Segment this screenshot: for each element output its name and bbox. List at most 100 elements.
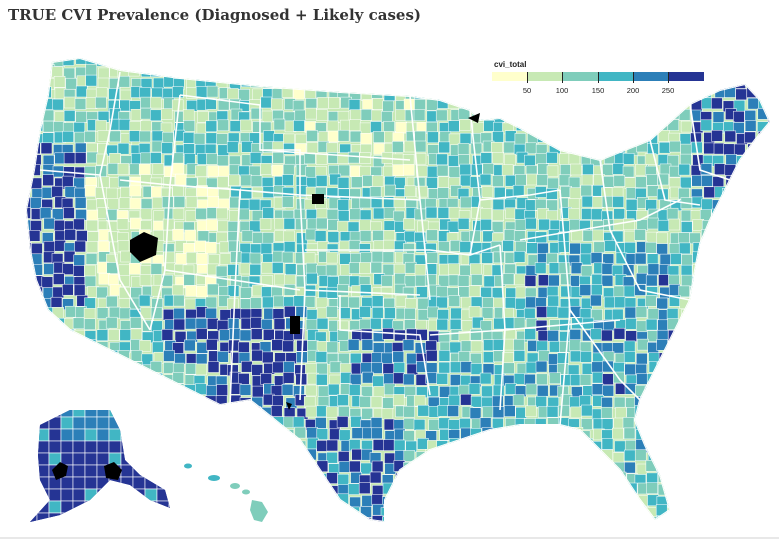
county-cell	[226, 450, 239, 462]
county-cell	[634, 505, 646, 517]
county-cell	[36, 428, 50, 442]
county-cell	[402, 286, 415, 299]
county-cell	[305, 384, 317, 397]
county-cell	[611, 493, 624, 506]
county-cell	[96, 286, 108, 299]
county-cell	[184, 229, 196, 242]
county-cell	[48, 500, 62, 514]
county-cell	[680, 221, 693, 233]
county-cell	[722, 330, 734, 343]
county-cell	[501, 164, 514, 176]
county-cell	[241, 360, 253, 373]
county-cell	[580, 130, 593, 143]
county-cell	[634, 76, 647, 89]
county-cell	[60, 452, 74, 466]
county-cell	[152, 462, 165, 475]
county-cell	[316, 485, 328, 497]
county-cell	[471, 517, 484, 522]
county-cell	[393, 493, 405, 506]
county-cell	[216, 58, 228, 66]
county-cell	[74, 197, 87, 209]
county-cell	[714, 463, 726, 475]
county-cell	[250, 450, 263, 462]
county-cell	[195, 207, 207, 220]
county-cell	[558, 404, 570, 417]
county-cell	[712, 518, 724, 522]
county-cell	[139, 130, 151, 143]
county-cell	[394, 483, 406, 495]
county-cell	[504, 86, 517, 98]
county-cell	[679, 404, 691, 417]
county-cell	[295, 58, 307, 66]
legend-swatch-1	[492, 72, 528, 81]
county-cell	[97, 240, 110, 253]
county-cell	[129, 262, 141, 275]
county-cell	[724, 58, 737, 66]
county-cell	[490, 88, 503, 101]
county-cell	[457, 275, 470, 287]
county-cell	[72, 452, 86, 466]
county-cell	[712, 111, 725, 123]
county-cell	[52, 307, 64, 319]
county-cell	[338, 307, 351, 319]
county-cell	[680, 153, 692, 166]
county-cell	[623, 351, 636, 363]
county-cell	[736, 239, 748, 252]
county-cell	[437, 187, 449, 199]
county-cell	[636, 219, 649, 231]
county-cell	[512, 504, 525, 517]
county-cell	[216, 207, 228, 220]
county-cell	[262, 232, 275, 244]
county-cell	[252, 67, 264, 80]
county-cell	[612, 163, 625, 175]
county-cell	[470, 363, 483, 375]
county-cell	[744, 306, 756, 318]
county-cell	[735, 449, 747, 462]
county-cell	[282, 372, 295, 384]
county-cell	[240, 287, 252, 299]
county-cell	[85, 253, 98, 265]
county-cell	[348, 296, 360, 309]
county-cell	[84, 476, 98, 490]
county-cell	[711, 306, 724, 318]
county-cell	[195, 363, 208, 376]
county-cell	[613, 175, 626, 187]
county-cell	[450, 361, 462, 374]
county-cell	[493, 461, 505, 473]
county-cell	[579, 284, 592, 296]
county-cell	[26, 286, 30, 299]
county-cell	[613, 58, 625, 66]
county-cell	[427, 483, 439, 495]
county-cell	[196, 518, 208, 522]
county-cell	[667, 65, 679, 77]
county-cell	[769, 175, 770, 188]
county-cell	[513, 350, 526, 362]
county-cell	[580, 243, 592, 255]
county-cell	[623, 119, 636, 132]
county-cell	[755, 275, 768, 288]
county-cell	[117, 416, 129, 429]
county-cell	[350, 109, 362, 121]
county-cell	[626, 110, 638, 122]
county-cell	[215, 395, 228, 407]
county-cell	[734, 385, 746, 398]
county-cell	[26, 219, 32, 232]
county-cell	[168, 464, 170, 478]
county-cell	[196, 428, 209, 440]
county-cell	[502, 273, 515, 285]
county-cell	[644, 89, 657, 102]
county-cell	[262, 58, 274, 67]
county-cell	[361, 339, 374, 351]
county-cell	[350, 76, 362, 88]
county-cell	[535, 153, 547, 165]
county-cell	[305, 319, 318, 331]
county-cell	[492, 339, 505, 351]
county-cell	[448, 394, 461, 407]
county-cell	[581, 174, 594, 186]
county-cell	[61, 339, 74, 352]
county-cell	[514, 58, 527, 65]
county-cell	[591, 99, 604, 111]
county-cell	[612, 64, 624, 76]
county-cell	[735, 58, 747, 66]
county-cell	[559, 220, 571, 233]
